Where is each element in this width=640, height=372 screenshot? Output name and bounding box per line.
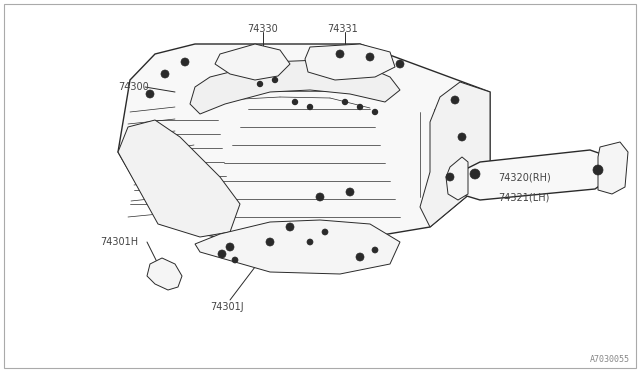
Polygon shape bbox=[420, 82, 490, 227]
Text: 74330: 74330 bbox=[247, 24, 278, 34]
Circle shape bbox=[226, 243, 234, 251]
Circle shape bbox=[451, 96, 459, 104]
Circle shape bbox=[458, 133, 466, 141]
Circle shape bbox=[446, 173, 454, 181]
Circle shape bbox=[161, 70, 169, 78]
Text: 74321(LH): 74321(LH) bbox=[498, 192, 549, 202]
Polygon shape bbox=[446, 157, 468, 200]
Polygon shape bbox=[118, 120, 240, 237]
Polygon shape bbox=[215, 44, 290, 80]
Text: 74301H: 74301H bbox=[100, 237, 138, 247]
Circle shape bbox=[307, 239, 313, 245]
Circle shape bbox=[366, 53, 374, 61]
Polygon shape bbox=[190, 60, 400, 114]
Text: 74320(RH): 74320(RH) bbox=[498, 172, 551, 182]
Polygon shape bbox=[305, 44, 395, 80]
Text: 74301J: 74301J bbox=[210, 302, 244, 312]
Circle shape bbox=[286, 223, 294, 231]
Circle shape bbox=[372, 109, 378, 115]
Circle shape bbox=[307, 105, 312, 109]
Circle shape bbox=[593, 165, 603, 175]
Circle shape bbox=[358, 105, 362, 109]
Circle shape bbox=[336, 50, 344, 58]
Circle shape bbox=[396, 60, 404, 68]
Circle shape bbox=[346, 188, 354, 196]
Circle shape bbox=[356, 253, 364, 261]
Text: 74331: 74331 bbox=[327, 24, 358, 34]
Circle shape bbox=[266, 238, 274, 246]
Circle shape bbox=[342, 99, 348, 105]
Circle shape bbox=[316, 193, 324, 201]
Polygon shape bbox=[598, 142, 628, 194]
Circle shape bbox=[470, 169, 480, 179]
Circle shape bbox=[146, 90, 154, 98]
Polygon shape bbox=[147, 258, 182, 290]
Circle shape bbox=[232, 257, 238, 263]
Circle shape bbox=[292, 99, 298, 105]
Circle shape bbox=[218, 250, 226, 258]
Circle shape bbox=[257, 81, 262, 87]
Polygon shape bbox=[460, 150, 612, 200]
Text: 74300: 74300 bbox=[118, 82, 148, 92]
Polygon shape bbox=[195, 220, 400, 274]
Circle shape bbox=[181, 58, 189, 66]
Polygon shape bbox=[118, 44, 490, 252]
Circle shape bbox=[273, 77, 278, 83]
Circle shape bbox=[372, 247, 378, 253]
Text: A7030055: A7030055 bbox=[590, 355, 630, 364]
Circle shape bbox=[322, 229, 328, 235]
